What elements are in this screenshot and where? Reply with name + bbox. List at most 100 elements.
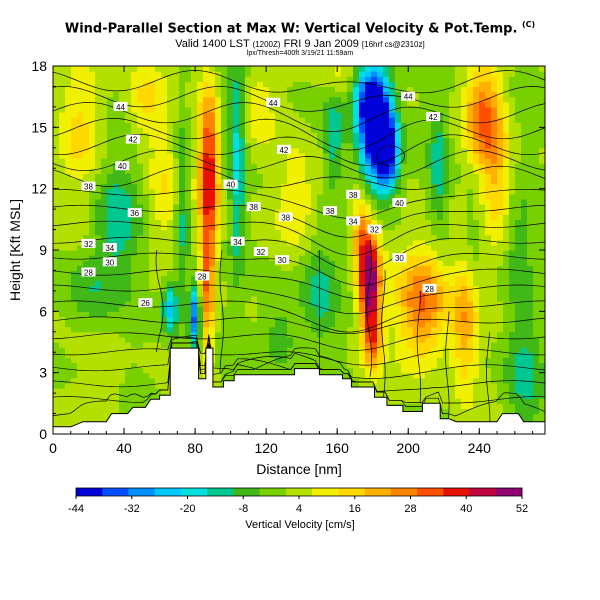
field-cell (203, 198, 210, 205)
field-cell (443, 260, 450, 266)
field-cell (113, 331, 120, 338)
field-cell (77, 326, 84, 333)
field-cell (83, 96, 90, 103)
field-cell (455, 76, 462, 82)
field-cell (443, 377, 450, 384)
field-cell (449, 101, 456, 108)
field-cell (413, 198, 420, 205)
field-cell (197, 219, 204, 226)
field-cell (347, 336, 354, 343)
field-cell (173, 229, 180, 236)
field-cell (365, 367, 372, 374)
field-cell (347, 367, 354, 374)
field-cell (197, 290, 204, 297)
field-cell (167, 275, 174, 282)
field-cell (449, 117, 456, 123)
field-cell (77, 234, 84, 241)
field-cell (353, 372, 360, 379)
field-cell (113, 219, 120, 226)
field-cell (155, 331, 162, 338)
field-cell (77, 76, 84, 82)
field-cell (323, 219, 330, 226)
field-cell (233, 163, 240, 169)
field-cell (245, 142, 252, 149)
field-cell (281, 234, 288, 241)
field-cell (173, 260, 180, 266)
field-cell (185, 193, 192, 200)
field-cell (425, 342, 432, 348)
field-cell (401, 71, 408, 77)
field-cell (95, 209, 102, 215)
field-cell (389, 158, 396, 164)
field-cell (149, 316, 156, 323)
field-cell (233, 260, 240, 266)
field-cell (275, 106, 282, 113)
field-cell (161, 306, 168, 312)
field-cell (443, 403, 450, 410)
field-cell (77, 250, 84, 256)
field-cell (341, 132, 348, 139)
field-cell (461, 367, 468, 374)
field-cell (167, 127, 174, 134)
field-cell (437, 367, 444, 374)
field-cell (149, 81, 156, 88)
field-cell (377, 347, 384, 353)
field-cell (425, 372, 432, 379)
field-cell (239, 280, 246, 287)
field-cell (317, 168, 324, 174)
field-cell (449, 66, 456, 72)
field-cell (305, 193, 312, 200)
field-cell (257, 352, 264, 358)
field-cell (215, 209, 222, 215)
field-cell (125, 158, 132, 164)
field-cell (371, 311, 378, 318)
field-cell (371, 219, 378, 226)
field-cell (233, 137, 240, 144)
field-cell (113, 204, 120, 210)
field-cell (179, 178, 186, 185)
field-cell (323, 137, 330, 144)
field-cell (413, 91, 420, 98)
field-cell (239, 178, 246, 185)
field-cell (131, 224, 138, 231)
field-cell (323, 250, 330, 256)
field-cell (233, 86, 240, 93)
field-cell (437, 250, 444, 256)
field-cell (83, 352, 90, 358)
field-cell (371, 183, 378, 190)
field-cell (407, 347, 414, 353)
field-cell (245, 173, 252, 180)
field-cell (293, 122, 300, 128)
field-cell (443, 71, 450, 77)
field-cell (251, 352, 258, 358)
field-cell (185, 306, 192, 312)
field-cell (65, 408, 72, 415)
field-cell (101, 132, 108, 139)
field-cell (359, 137, 366, 144)
field-cell (59, 418, 66, 425)
field-cell (197, 265, 204, 272)
field-cell (83, 122, 90, 128)
field-cell (383, 306, 390, 312)
field-cell (83, 163, 90, 169)
field-cell (131, 321, 138, 328)
field-cell (389, 183, 396, 190)
field-cell (365, 244, 372, 251)
field-cell (461, 219, 468, 226)
field-cell (167, 137, 174, 144)
field-cell (281, 296, 288, 302)
field-cell (125, 91, 132, 98)
field-cell (113, 280, 120, 287)
field-cell (389, 352, 396, 358)
field-cell (131, 96, 138, 103)
field-cell (425, 86, 432, 93)
field-cell (395, 76, 402, 82)
field-cell (413, 270, 420, 277)
field-cell (329, 352, 336, 358)
field-cell (95, 342, 102, 348)
field-cell (437, 331, 444, 338)
field-cell (95, 301, 102, 307)
field-cell (437, 306, 444, 312)
field-cell (269, 367, 276, 374)
field-cell (221, 142, 228, 149)
